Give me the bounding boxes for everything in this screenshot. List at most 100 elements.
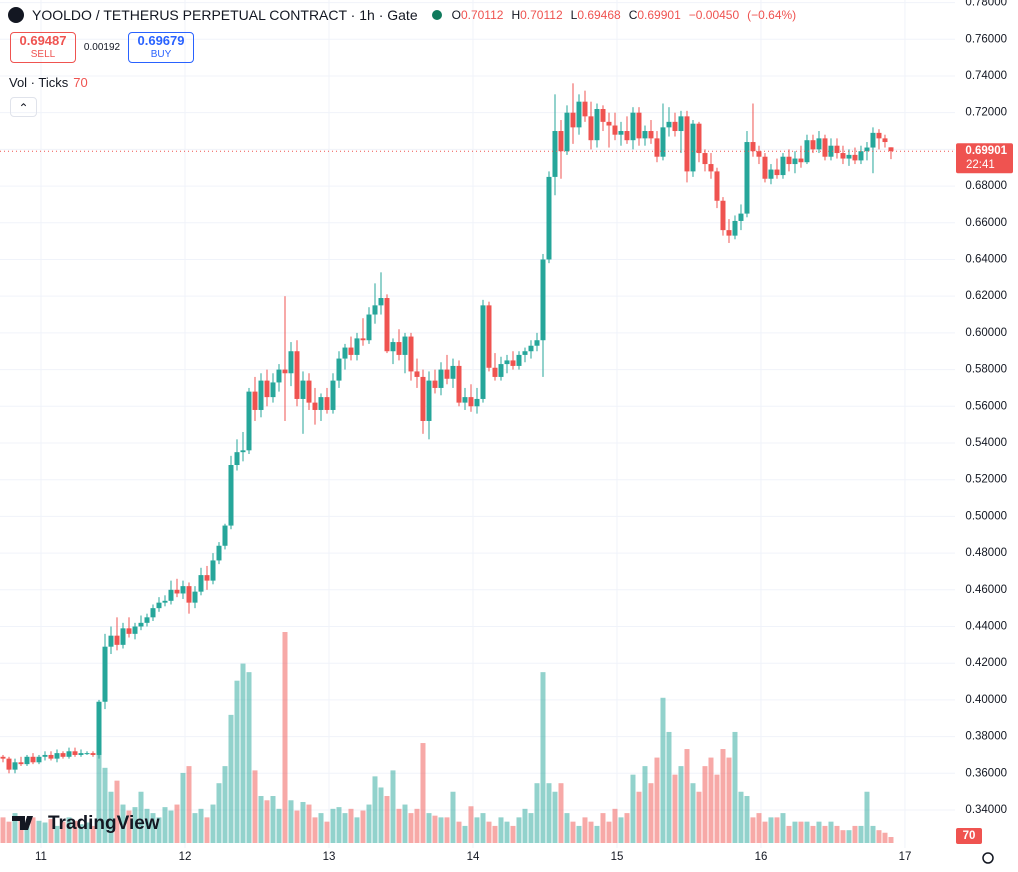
y-tick-label: 0.50000: [965, 510, 1007, 522]
volume-bar: [720, 749, 726, 843]
collapse-button[interactable]: ⌃: [10, 97, 37, 117]
volume-bar: [696, 791, 702, 843]
volume-bar: [738, 791, 744, 843]
candle-body: [534, 340, 540, 346]
volume-legend: Vol · Ticks 70: [9, 75, 88, 90]
candle-body: [888, 147, 894, 152]
gear[interactable]: [982, 852, 994, 864]
volume-bar: [846, 830, 852, 843]
volume-bar: [558, 783, 564, 843]
volume-bar: [0, 817, 6, 843]
buy-button[interactable]: 0.69679 BUY: [128, 32, 194, 63]
volume-bar: [138, 791, 144, 843]
volume-bar: [480, 813, 486, 843]
volume-bar: [252, 770, 258, 843]
candle-body: [474, 398, 480, 407]
candle-body: [234, 452, 240, 466]
volume-bar: [810, 825, 816, 843]
volume-bar: [414, 808, 420, 843]
volume-bar: [660, 697, 666, 843]
sell-button[interactable]: 0.69487 SELL: [10, 32, 76, 63]
volume-bar: [402, 804, 408, 843]
candle-body: [546, 176, 552, 260]
candle-body: [36, 756, 42, 763]
volume-bar: [438, 817, 444, 843]
candle-body: [438, 369, 444, 388]
volume-bar: [198, 808, 204, 843]
volume-bar: [768, 817, 774, 843]
candle-body: [516, 354, 522, 366]
candle-body: [216, 545, 222, 561]
volume-bar: [756, 813, 762, 843]
candle-body: [708, 164, 714, 172]
candle-body: [54, 753, 60, 759]
volume-badge-label: 70: [963, 830, 976, 842]
volume-bar: [390, 770, 396, 843]
candle-body: [108, 635, 114, 647]
volume-value: 70: [73, 75, 88, 90]
volume-bar: [426, 813, 432, 843]
volume-bar: [666, 731, 672, 843]
volume-bar: [306, 804, 312, 843]
volume-bar: [564, 813, 570, 843]
volume-layer: [0, 632, 894, 843]
volume-bar: [186, 766, 192, 843]
volume-bar: [510, 825, 516, 843]
candle-body: [810, 140, 816, 150]
candle-body: [792, 158, 798, 165]
candle-body: [636, 112, 642, 139]
candle-body: [684, 116, 690, 172]
volume-bar: [234, 680, 240, 843]
buy-label: BUY: [150, 49, 172, 60]
countdown-label: 22:41: [966, 159, 995, 171]
candle-body: [606, 121, 612, 126]
y-tick-label: 0.72000: [965, 107, 1007, 119]
volume-bar: [300, 801, 306, 843]
volume-bar: [588, 821, 594, 843]
volume-bar: [468, 806, 474, 843]
candle-body: [252, 391, 258, 410]
volume-bar: [702, 766, 708, 843]
candle-body: [366, 314, 372, 341]
x-tick-label: 13: [323, 851, 336, 863]
volume-bar: [570, 821, 576, 843]
volume-bar: [876, 830, 882, 843]
volume-bar: [420, 743, 426, 843]
candle-body: [342, 347, 348, 359]
candle-body: [390, 342, 396, 352]
candle-body: [66, 751, 72, 757]
candle-body: [372, 305, 378, 315]
y-tick-label: 0.36000: [965, 767, 1007, 779]
volume-bar: [336, 807, 342, 843]
settings-icon[interactable]: [982, 852, 994, 864]
candle-body: [354, 338, 360, 355]
candle-body: [276, 369, 282, 383]
candle-body: [384, 298, 390, 352]
candle-body: [96, 701, 102, 755]
volume-bar: [318, 813, 324, 843]
candle-body: [702, 153, 708, 165]
candle-body: [714, 171, 720, 201]
candle-body: [498, 364, 504, 377]
candle-body: [468, 397, 474, 407]
volume-bar: [378, 787, 384, 843]
y-tick-label: 0.42000: [965, 657, 1007, 669]
volume-bar: [408, 813, 414, 843]
candle-body: [492, 367, 498, 377]
change-pct: (−0.64%): [747, 8, 797, 22]
volume-bar: [444, 817, 450, 843]
volume-bar: [372, 776, 378, 843]
candle-body: [426, 380, 432, 421]
candle-body: [822, 138, 828, 157]
candle-body: [510, 360, 516, 366]
volume-bar: [282, 632, 288, 843]
y-tick-label: 0.56000: [965, 400, 1007, 412]
change: −0.00450: [688, 8, 740, 22]
volume-bar: [534, 783, 540, 843]
volume-bar: [504, 821, 510, 843]
candle-body: [360, 338, 366, 341]
buy-price: 0.69679: [137, 33, 185, 48]
candle-body: [558, 131, 564, 152]
candle-body: [672, 121, 678, 132]
